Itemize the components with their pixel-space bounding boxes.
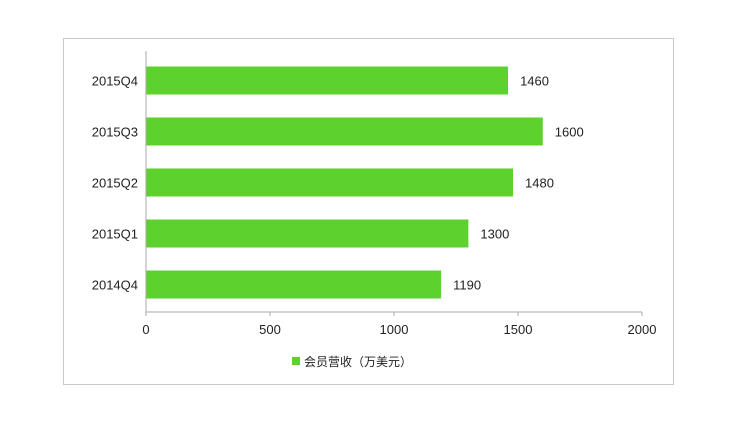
x-tick-label-1000: 1000 bbox=[380, 322, 409, 337]
value-label-2014q4: 1190 bbox=[453, 278, 481, 293]
value-label-2015q2: 1480 bbox=[525, 176, 554, 191]
legend: 会员营收（万美元） bbox=[292, 355, 412, 369]
x-tick-label-1500: 1500 bbox=[504, 322, 533, 337]
bar-2015q1 bbox=[146, 219, 469, 248]
chart-frame bbox=[63, 38, 674, 385]
value-label-2015q1: 1300 bbox=[480, 227, 509, 242]
category-label-2015q3: 2015Q3 bbox=[92, 125, 138, 140]
category-label-2015q1: 2015Q1 bbox=[92, 227, 138, 242]
bar-2015q2 bbox=[146, 168, 514, 197]
value-label-2015q3: 1600 bbox=[555, 125, 584, 140]
bar-2015q4 bbox=[146, 66, 509, 95]
category-label-2014q4: 2014Q4 bbox=[92, 278, 138, 293]
x-tick-label-2000: 2000 bbox=[628, 322, 657, 337]
bar-2015q3 bbox=[146, 117, 543, 146]
legend-label: 会员营收（万美元） bbox=[304, 355, 412, 369]
legend-swatch bbox=[292, 357, 300, 365]
x-ticks: 0 500 1000 1500 2000 bbox=[142, 312, 656, 337]
value-label-2015q4: 1460 bbox=[520, 74, 549, 89]
category-label-2015q2: 2015Q2 bbox=[92, 176, 138, 191]
x-tick-label-0: 0 bbox=[142, 322, 149, 337]
x-tick-label-500: 500 bbox=[259, 322, 281, 337]
category-label-2015q4: 2015Q4 bbox=[92, 74, 138, 89]
bar-2014q4 bbox=[146, 270, 442, 299]
bars-group: 2015Q4 1460 2015Q3 1600 2015Q2 1480 2015Q1 1300… bbox=[92, 66, 584, 299]
